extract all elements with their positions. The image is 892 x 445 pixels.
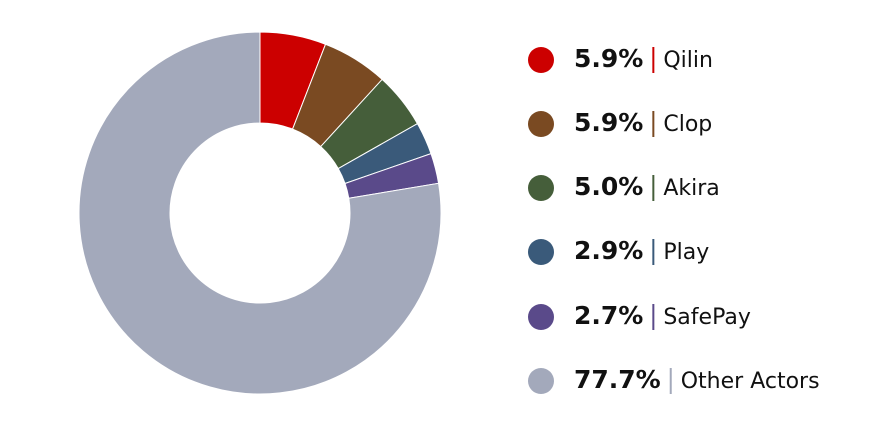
legend-marker [528, 47, 554, 73]
legend-marker [528, 239, 554, 265]
wedge [78, 31, 442, 395]
legend-marker [528, 175, 554, 201]
legend-label: Akira [663, 176, 719, 201]
legend-value: 5.9% [574, 44, 643, 73]
legend-marker [528, 368, 554, 394]
legend-label: SafePay [663, 305, 751, 330]
legend-value: 5.9% [574, 108, 643, 137]
legend-marker [528, 304, 554, 330]
legend-marker [528, 111, 554, 137]
legend-value: 77.7% [574, 365, 661, 394]
legend-value: 2.7% [574, 301, 643, 330]
legend-value: 5.0% [574, 172, 643, 201]
legend-label: Other Actors [681, 369, 820, 394]
legend-label: Clop [663, 112, 712, 137]
legend-label: Play [663, 240, 709, 265]
legend-value: 2.9% [574, 236, 643, 265]
legend-label: Qilin [663, 48, 713, 73]
